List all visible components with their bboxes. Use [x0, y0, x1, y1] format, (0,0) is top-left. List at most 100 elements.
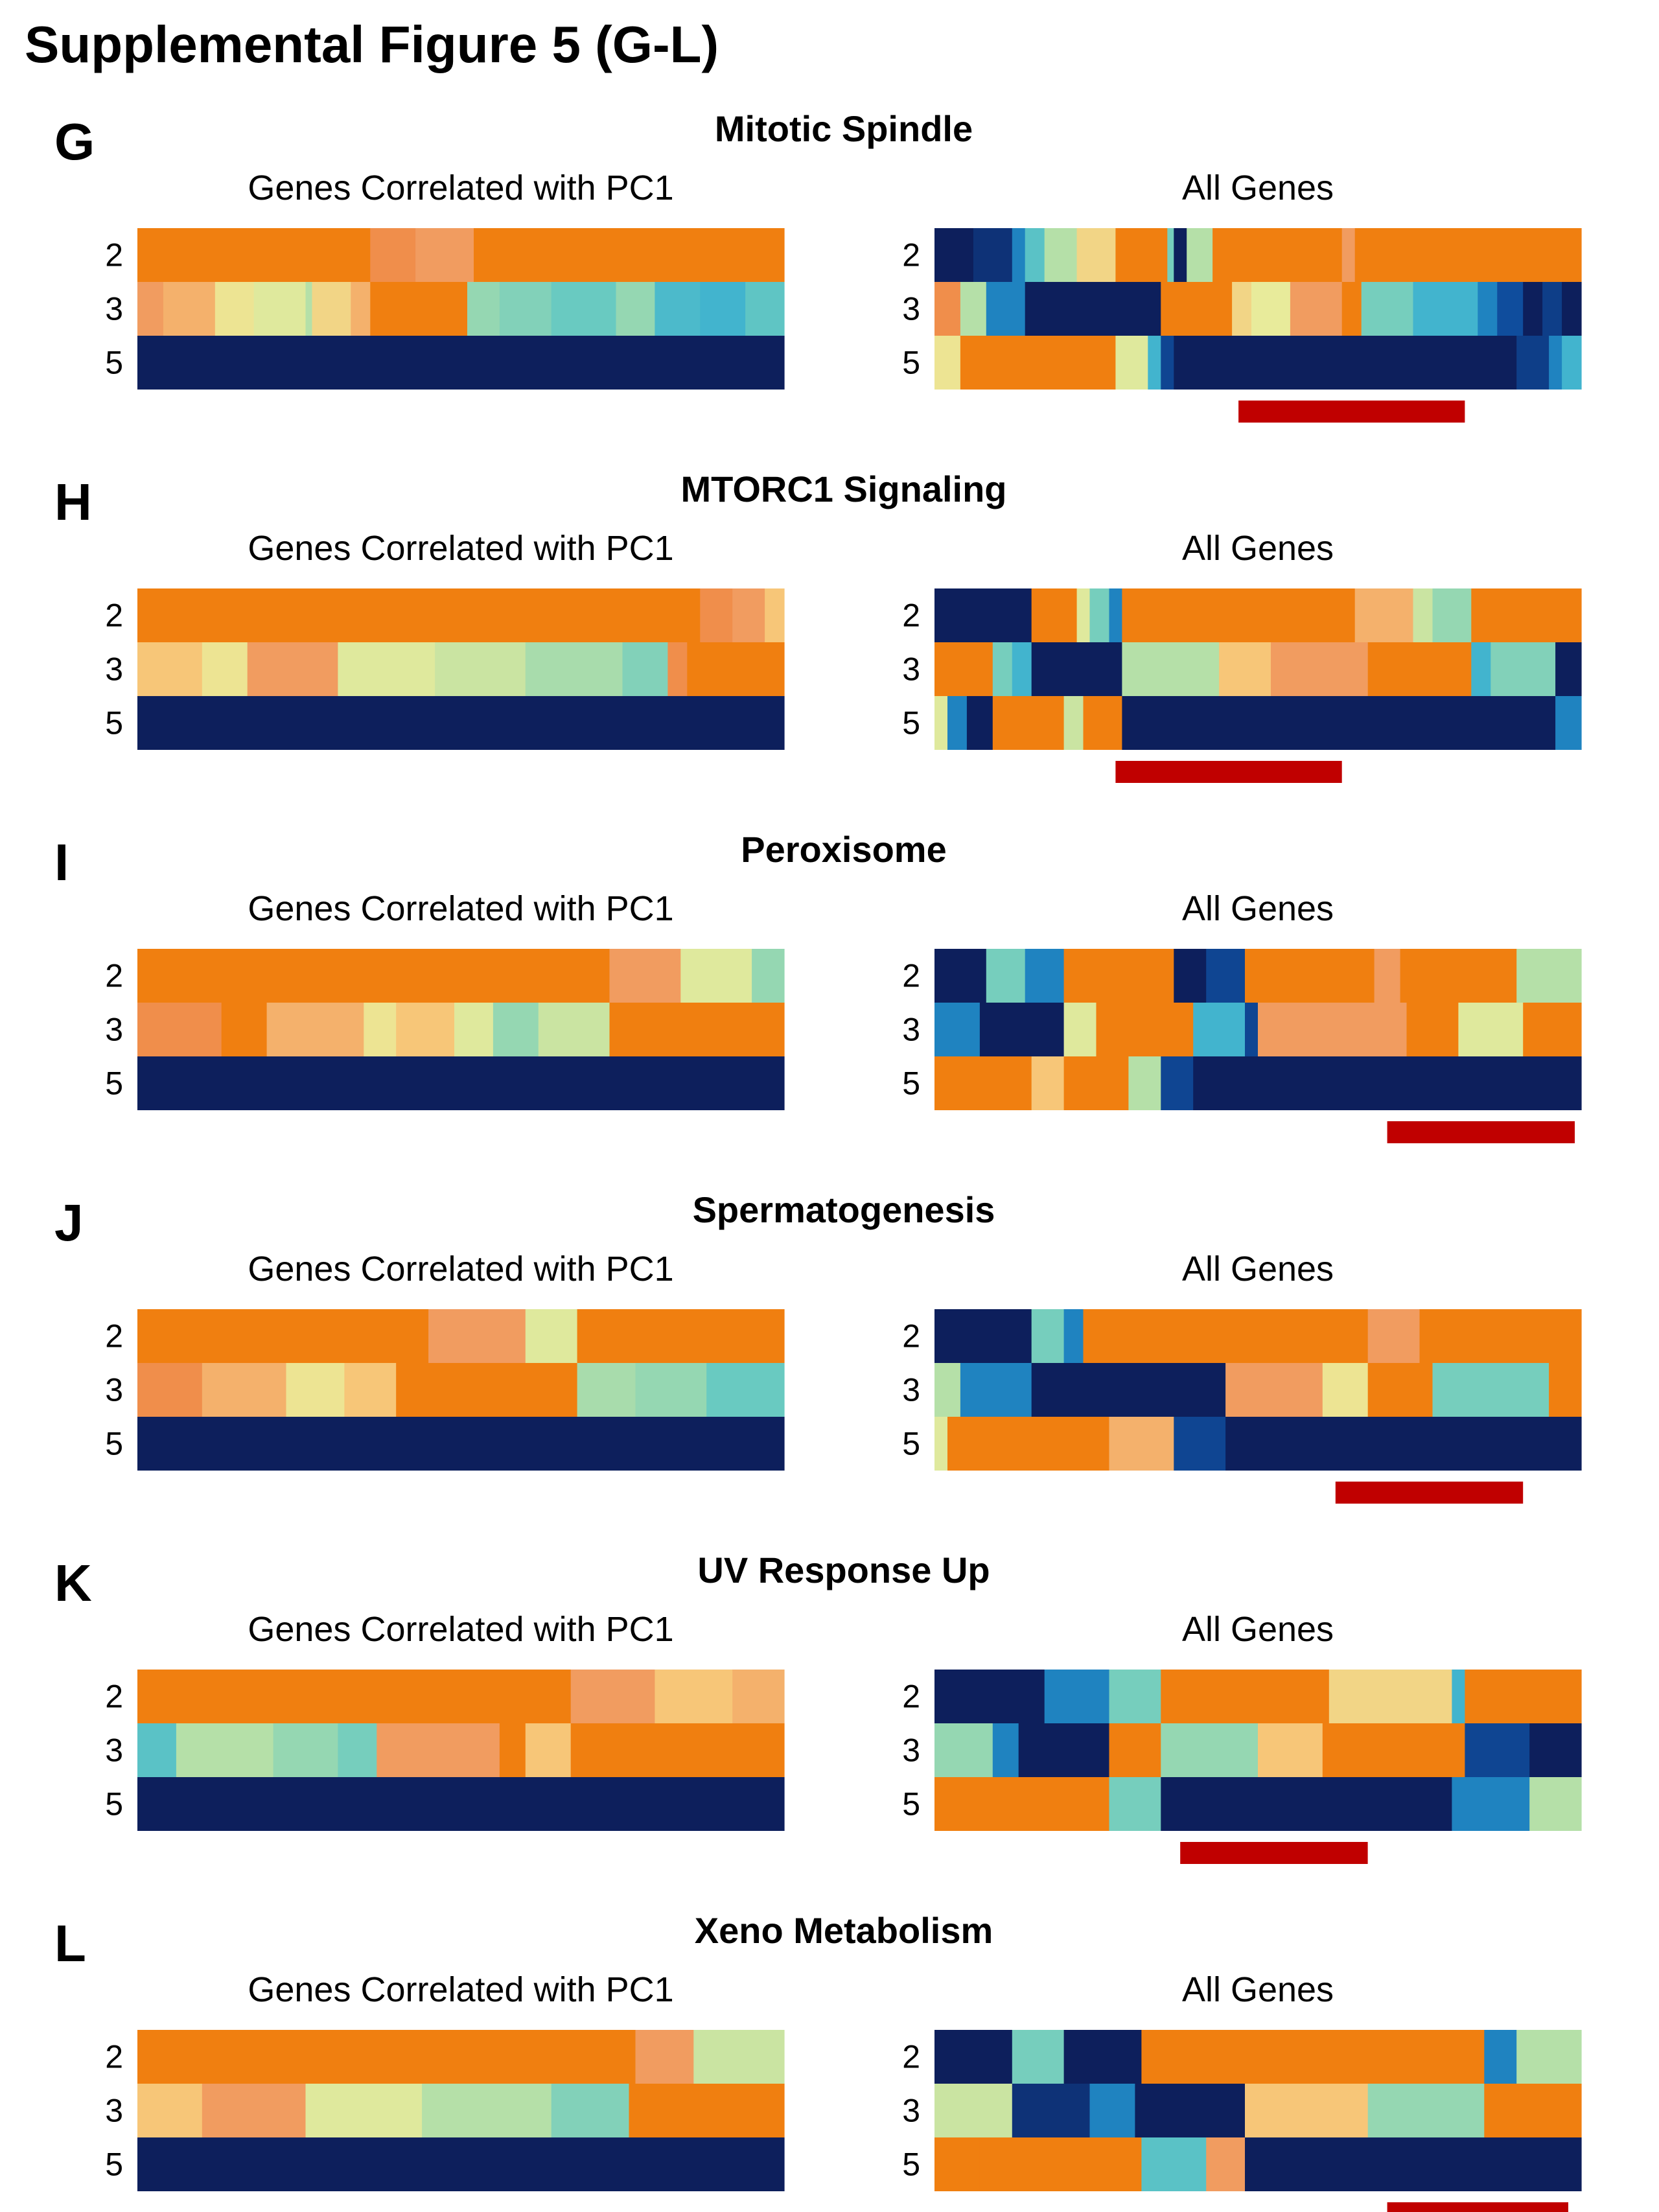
- heatmap-cell: [1432, 588, 1472, 642]
- heatmap-cell: [1465, 1670, 1582, 1723]
- row-label: 5: [902, 2147, 920, 2183]
- heatmap-cell: [1562, 282, 1582, 336]
- panel-title: Mitotic Spindle: [715, 108, 973, 149]
- left-heatmap: Genes Correlated with PC1 2 3 5: [105, 1610, 785, 1831]
- heatmap-cell: [934, 588, 1032, 642]
- heatmap-cell: [667, 642, 688, 696]
- right-subtitle: All Genes: [1182, 1610, 1334, 1649]
- heatmap-cell: [1555, 696, 1582, 750]
- heatmap-cell: [202, 642, 248, 696]
- heatmap-cell: [1031, 1363, 1226, 1417]
- heatmap-cell: [247, 642, 338, 696]
- heatmap-cell: [570, 1670, 655, 1723]
- heatmap-cell: [1109, 1723, 1161, 1777]
- right-heatmap: All Genes 2 3 5: [902, 529, 1582, 783]
- heatmap-cell: [137, 1309, 429, 1363]
- heatmap-cell: [1044, 1670, 1110, 1723]
- highlight-bar: [1115, 761, 1342, 783]
- heatmap-cell: [1161, 1723, 1259, 1777]
- heatmap-cell: [1290, 282, 1343, 336]
- heatmap-cell: [1109, 1777, 1161, 1831]
- panel-title: Peroxisome: [741, 829, 947, 870]
- heatmap-cell: [986, 282, 1026, 336]
- heatmap-cell: [137, 696, 785, 750]
- heatmap-cell: [577, 1363, 636, 1417]
- heatmap-cell: [215, 282, 255, 336]
- panel-letter: G: [54, 113, 95, 170]
- heatmap-cell: [966, 696, 993, 750]
- heatmap-cell: [499, 1723, 526, 1777]
- heatmap-cell: [1419, 1309, 1582, 1363]
- heatmap-cell: [700, 282, 746, 336]
- heatmap-cell: [1096, 1003, 1194, 1056]
- heatmap-cell: [1484, 2030, 1517, 2084]
- heatmap-cell: [538, 1003, 610, 1056]
- left-subtitle: Genes Correlated with PC1: [248, 889, 673, 928]
- heatmap-cell: [1341, 228, 1356, 282]
- heatmap-cell: [1148, 336, 1161, 390]
- heatmap-cell: [1025, 282, 1161, 336]
- heatmap-cell: [1122, 642, 1220, 696]
- heatmap-cell: [1161, 1670, 1330, 1723]
- panel-j: J Spermatogenesis Genes Correlated with PC…: [54, 1189, 1582, 1504]
- heatmap-cell: [745, 282, 785, 336]
- heatmap-cell: [934, 228, 974, 282]
- highlight-bar: [1238, 401, 1465, 423]
- row-label: 2: [105, 958, 123, 994]
- heatmap-cell: [137, 1417, 785, 1471]
- heatmap-cell: [338, 642, 435, 696]
- heatmap-cell: [973, 228, 1013, 282]
- heatmap-cell: [1135, 2084, 1246, 2137]
- right-heatmap: All Genes 2 3 5: [902, 1250, 1582, 1504]
- heatmap-cell: [1413, 282, 1478, 336]
- row-label: 3: [105, 2093, 123, 2129]
- highlight-bar: [1335, 1482, 1524, 1504]
- heatmap-cell: [338, 1723, 377, 1777]
- heatmap-cell: [1516, 2030, 1582, 2084]
- heatmap-cell: [137, 2137, 785, 2191]
- row-label: 2: [105, 1679, 123, 1715]
- right-subtitle: All Genes: [1182, 889, 1334, 928]
- heatmap-cell: [1063, 696, 1084, 750]
- heatmap-cell: [1063, 2030, 1142, 2084]
- heatmap-cell: [934, 1003, 980, 1056]
- row-label: 3: [902, 1012, 920, 1048]
- heatmap-cell: [377, 1723, 500, 1777]
- heatmap-cell: [1031, 588, 1078, 642]
- heatmap-cell: [693, 2030, 785, 2084]
- heatmap-cell: [1549, 336, 1562, 390]
- heatmap-cell: [137, 228, 371, 282]
- heatmap-cell: [551, 2084, 630, 2137]
- heatmap-cell: [1031, 1056, 1065, 1110]
- heatmap-cell: [1225, 1417, 1582, 1471]
- row-label: 3: [902, 291, 920, 327]
- figure-title: Supplemental Figure 5 (G-L): [25, 16, 719, 73]
- heatmap-cell: [364, 1003, 397, 1056]
- heatmap-cell: [137, 1670, 572, 1723]
- heatmap-cell: [1128, 1056, 1161, 1110]
- heatmap-cell: [992, 696, 1065, 750]
- heatmap-cell: [499, 282, 552, 336]
- heatmap-cell: [629, 2084, 785, 2137]
- heatmap-cell: [1232, 282, 1252, 336]
- row-label: 5: [105, 345, 123, 381]
- panel-g: G Mitotic Spindle Genes Correlated with PC…: [54, 108, 1582, 423]
- heatmap-cell: [1063, 1309, 1084, 1363]
- left-subtitle: Genes Correlated with PC1: [248, 1970, 673, 2009]
- heatmap-cell: [253, 282, 306, 336]
- heatmap-cell: [752, 949, 785, 1003]
- heatmap-cell: [1258, 1723, 1323, 1777]
- heatmap-cell: [428, 1309, 526, 1363]
- right-subtitle: All Genes: [1182, 1970, 1334, 2009]
- left-subtitle: Genes Correlated with PC1: [248, 529, 673, 568]
- heatmap-cell: [1193, 1056, 1582, 1110]
- panel-title: Spermatogenesis: [693, 1189, 995, 1230]
- left-heatmap: Genes Correlated with PC1 2 3 5: [105, 169, 785, 390]
- heatmap-cell: [163, 282, 216, 336]
- row-label: 3: [902, 1732, 920, 1769]
- heatmap-cell: [137, 336, 785, 390]
- panel-letter: K: [54, 1554, 92, 1612]
- row-label: 2: [902, 1318, 920, 1355]
- heatmap-cell: [1367, 1309, 1421, 1363]
- row-label: 3: [105, 1732, 123, 1769]
